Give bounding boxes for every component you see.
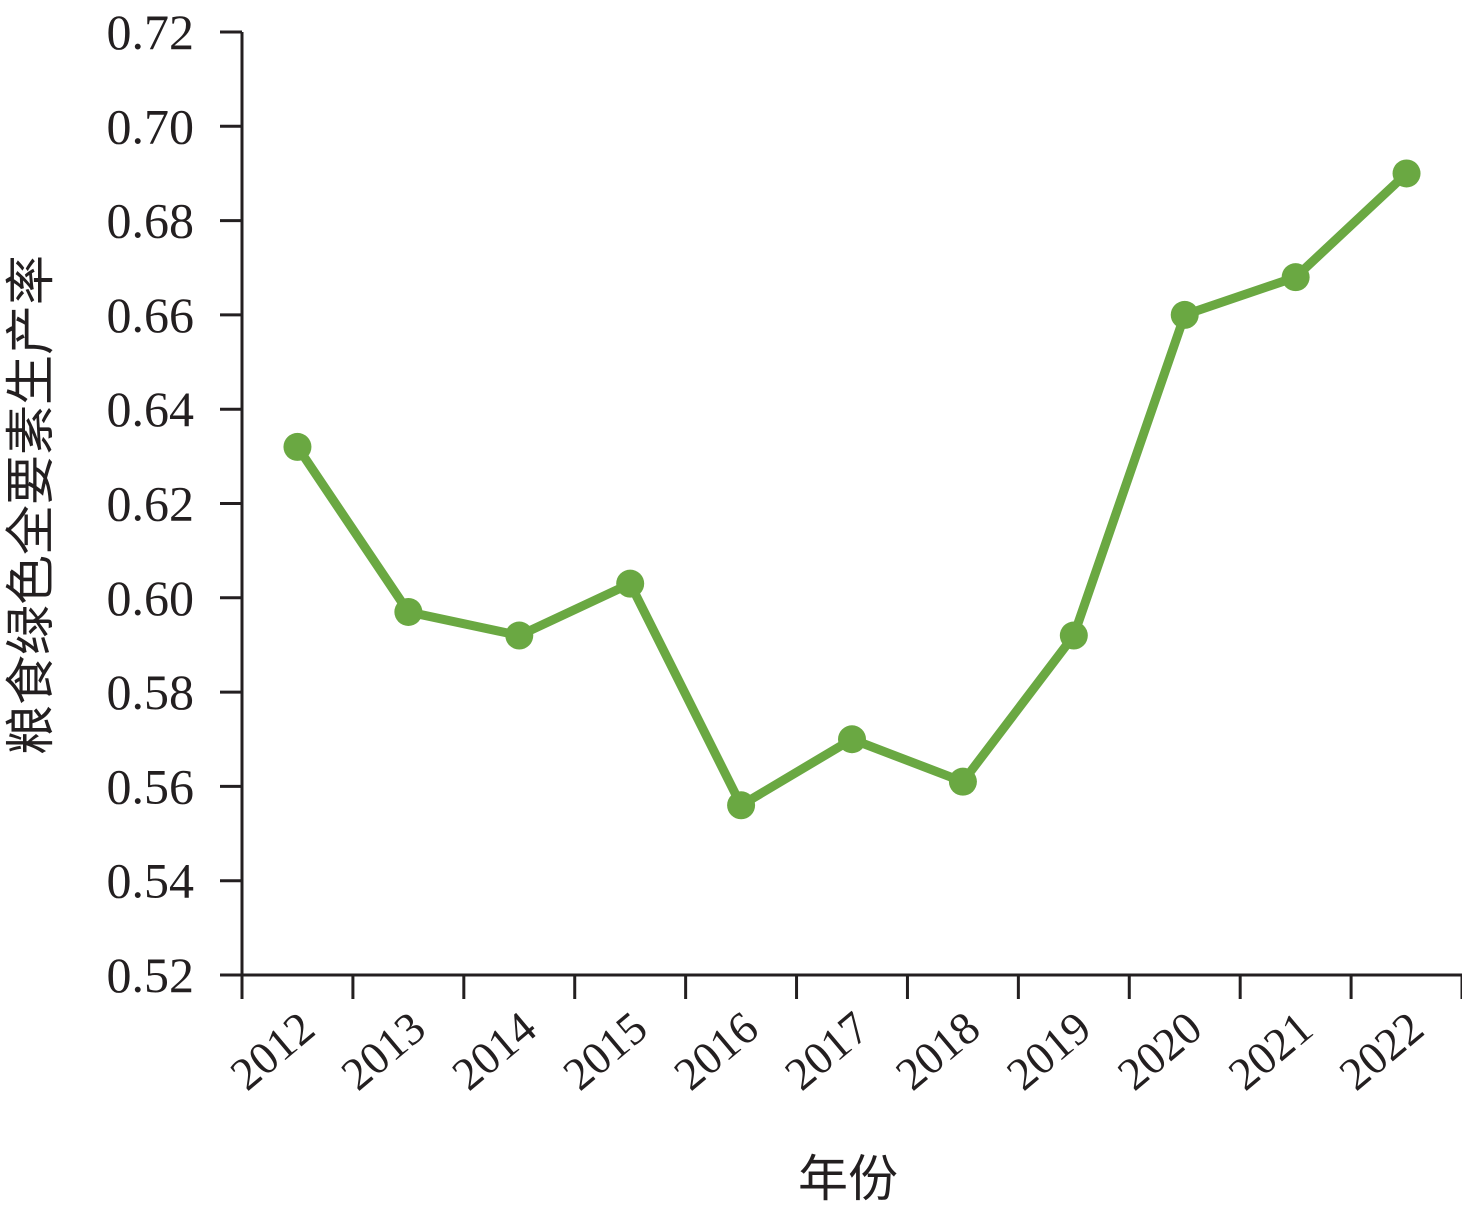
y-tick-label: 0.62 bbox=[107, 476, 195, 532]
y-tick-label: 0.52 bbox=[107, 947, 195, 1003]
x-tick-label: 2019 bbox=[997, 1002, 1100, 1100]
x-tick-label: 2014 bbox=[442, 1002, 545, 1100]
y-tick-label: 0.66 bbox=[107, 287, 195, 343]
x-tick-label: 2018 bbox=[886, 1002, 989, 1100]
x-tick-label: 2016 bbox=[664, 1002, 767, 1100]
x-tick-label: 2015 bbox=[553, 1002, 656, 1100]
data-point-2013 bbox=[394, 597, 423, 626]
y-axis-title: 粮食绿色全要素生产率 bbox=[2, 255, 60, 755]
data-point-2020 bbox=[1170, 300, 1199, 329]
x-tick-label: 2017 bbox=[775, 1002, 878, 1100]
data-point-2019 bbox=[1059, 621, 1088, 650]
data-point-2022 bbox=[1392, 159, 1421, 188]
y-tick-label: 0.56 bbox=[107, 758, 195, 814]
data-point-2016 bbox=[727, 791, 756, 820]
y-axis-ticks: 0.52 0.54 0.56 0.58 0.60 0.62 0.64 0.66 0.68 0.70… bbox=[107, 4, 242, 1003]
series-line bbox=[292, 168, 1412, 810]
series-layer bbox=[283, 159, 1421, 820]
data-point-2017 bbox=[838, 725, 866, 754]
y-tick-label: 0.70 bbox=[107, 98, 195, 154]
y-tick-label: 0.68 bbox=[107, 193, 195, 249]
y-tick-label: 0.54 bbox=[107, 853, 195, 909]
data-point-2014 bbox=[505, 621, 534, 650]
x-tick-label: 2021 bbox=[1219, 1002, 1322, 1100]
y-tick-label: 0.64 bbox=[107, 381, 195, 437]
data-point-2021 bbox=[1281, 263, 1310, 292]
x-tick-label: 2013 bbox=[332, 1002, 435, 1100]
x-tick-label: 2020 bbox=[1108, 1002, 1211, 1100]
x-tick-label: 2022 bbox=[1330, 1002, 1433, 1100]
data-point-2015 bbox=[616, 569, 645, 598]
data-point-2012 bbox=[283, 432, 312, 461]
axes bbox=[240, 32, 1462, 977]
y-tick-label: 0.72 bbox=[107, 4, 195, 60]
x-tick-label: 2012 bbox=[221, 1002, 324, 1100]
y-tick-label: 0.58 bbox=[107, 664, 195, 720]
x-axis-ticks: 2012 2013 2014 2015 2016 2017 2018 2019 2020 2021… bbox=[221, 975, 1462, 1100]
y-tick-label: 0.60 bbox=[107, 570, 195, 626]
x-axis-title: 年份 bbox=[798, 1150, 898, 1208]
data-point-2018 bbox=[948, 767, 977, 796]
